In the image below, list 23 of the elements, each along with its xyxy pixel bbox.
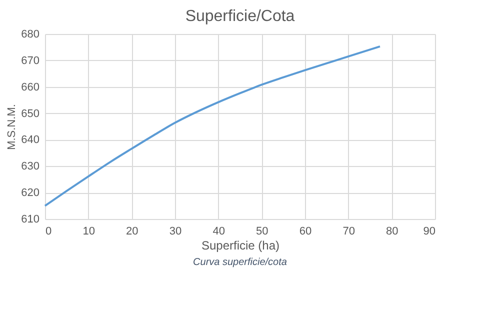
- y-tick-label: 620: [21, 187, 40, 200]
- y-tick-label: 680: [21, 28, 40, 40]
- x-tick-label: 60: [299, 226, 312, 238]
- y-tick-label: 660: [21, 81, 40, 94]
- x-tick-label: 0: [46, 226, 52, 238]
- x-tick-label: 10: [82, 226, 95, 238]
- y-tick-label: 650: [21, 108, 40, 120]
- chart-title: Superficie/Cota: [185, 8, 295, 25]
- line-series: [44, 45, 381, 207]
- x-tick-label: 70: [342, 226, 355, 238]
- x-tick-label: 30: [169, 226, 182, 238]
- y-axis-title: M.S.N.M.: [6, 104, 18, 150]
- y-tick-label: 630: [21, 160, 40, 173]
- x-tick-label: 80: [386, 226, 398, 238]
- y-tick-label: 610: [21, 214, 40, 226]
- y-tick-label: 670: [21, 54, 40, 67]
- x-tick-label: 40: [212, 226, 225, 238]
- text: Curva superficie/cota: [193, 257, 288, 268]
- x-tick-label: 50: [256, 226, 268, 238]
- x-tick-label: 20: [126, 226, 138, 238]
- y-tick-label: 640: [21, 134, 40, 146]
- x-axis-title: Superficie (ha): [201, 238, 280, 252]
- x-tick-label: 90: [423, 226, 436, 238]
